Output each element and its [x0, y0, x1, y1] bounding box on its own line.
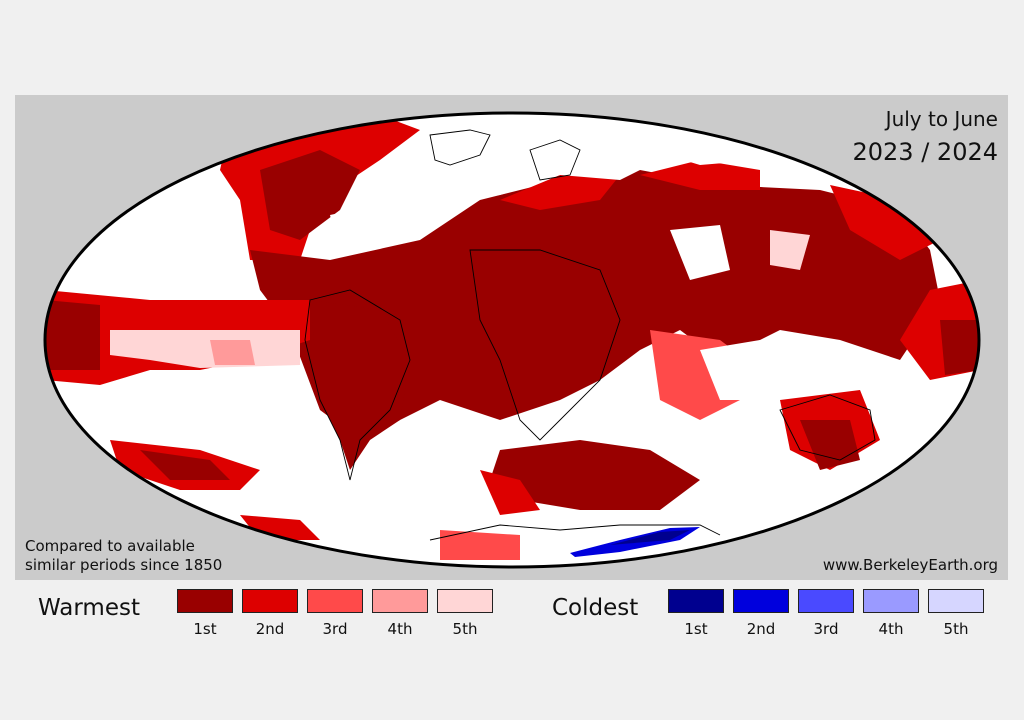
- cold-swatch-5: [928, 589, 984, 613]
- cold-swatch-3: [798, 589, 854, 613]
- note-line-1: Compared to available: [25, 537, 195, 555]
- anomaly-rank-layer: [45, 113, 979, 567]
- cold-label-3: 3rd: [813, 620, 839, 638]
- warm-label-2: 2nd: [255, 620, 285, 638]
- warmest-legend-title: Warmest: [38, 595, 140, 621]
- period-label: July to June: [885, 107, 998, 131]
- cold-label-2: 2nd: [746, 620, 776, 638]
- coastlines: [304, 129, 876, 541]
- warm-label-5: 5th: [452, 620, 478, 638]
- cold-swatch-1: [668, 589, 724, 613]
- cold-swatch-2: [733, 589, 789, 613]
- warm-label-4: 4th: [387, 620, 413, 638]
- note-line-2: similar periods since 1850: [25, 556, 223, 574]
- warm-swatch-1: [177, 589, 233, 613]
- warm-swatch-2: [242, 589, 298, 613]
- comparison-note: Compared to available similar periods si…: [25, 537, 222, 575]
- cold-swatch-4: [863, 589, 919, 613]
- source-credit: www.BerkeleyEarth.org: [822, 556, 998, 574]
- coldest-legend-title: Coldest: [552, 595, 639, 621]
- cold-label-4: 4th: [878, 620, 904, 638]
- cold-label-5: 5th: [943, 620, 969, 638]
- warm-swatch-4: [372, 589, 428, 613]
- warm-swatch-3: [307, 589, 363, 613]
- cold-label-1: 1st: [684, 620, 708, 638]
- warm-label-1: 1st: [193, 620, 217, 638]
- warm-label-3: 3rd: [322, 620, 348, 638]
- globe-outline: [43, 111, 981, 569]
- years-label: 2023 / 2024: [852, 138, 999, 166]
- warm-swatch-5: [437, 589, 493, 613]
